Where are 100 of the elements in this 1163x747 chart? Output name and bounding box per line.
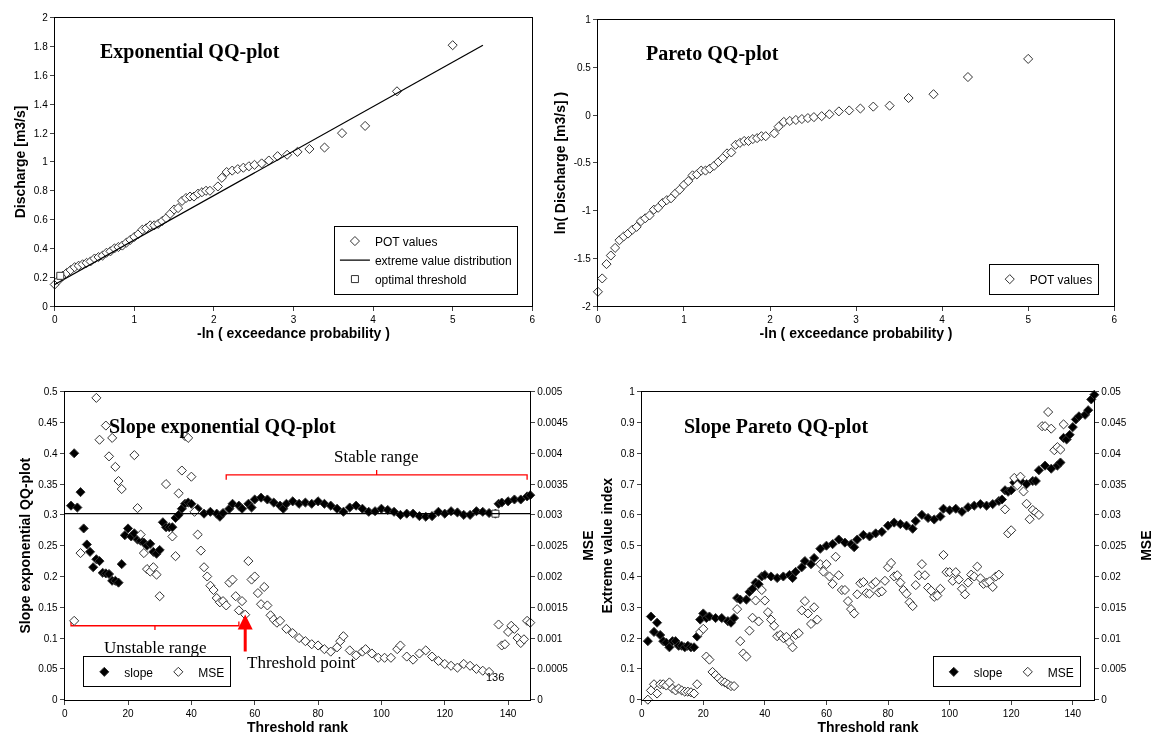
point bbox=[319, 142, 330, 153]
annotation: Stable range bbox=[334, 447, 419, 466]
y-axis-title: Extreme value index bbox=[599, 477, 616, 614]
x-tick-label: 40 bbox=[759, 707, 771, 719]
y2-tick-label: 0.0035 bbox=[537, 478, 569, 490]
point bbox=[1023, 53, 1034, 64]
point bbox=[173, 203, 184, 214]
y2-tick-label: 0.04 bbox=[1101, 447, 1122, 459]
y-axis-title: Slope exponential QQ-plot bbox=[16, 457, 33, 634]
x-tick-label: 60 bbox=[249, 707, 261, 719]
point bbox=[674, 184, 685, 195]
y-tick-label: 0.25 bbox=[38, 540, 59, 552]
point bbox=[773, 121, 784, 132]
point bbox=[726, 147, 737, 158]
y-tick-label: 0 bbox=[629, 694, 636, 706]
point bbox=[868, 101, 879, 112]
x-tick-label: 2 bbox=[211, 314, 218, 326]
x-tick-label: 40 bbox=[185, 707, 198, 719]
y2-tick-label: 0.0005 bbox=[537, 663, 569, 675]
x-tick-label: 6 bbox=[529, 314, 536, 326]
y2-tick-label: 0.005 bbox=[537, 386, 563, 398]
point bbox=[304, 143, 315, 155]
y-tick-label: 0.1 bbox=[620, 663, 636, 675]
y-tick-label: 0.5 bbox=[577, 62, 592, 73]
point bbox=[360, 120, 371, 131]
point bbox=[605, 250, 616, 261]
y-tick-label: 0.4 bbox=[43, 447, 59, 459]
point bbox=[884, 100, 895, 111]
y-tick-label: 0 bbox=[585, 109, 592, 121]
y-tick-label: 0.45 bbox=[38, 417, 59, 428]
y2-tick-label: 0.005 bbox=[1101, 663, 1127, 675]
y-tick-label: 0 bbox=[42, 300, 49, 312]
legend-label: MSE bbox=[198, 665, 225, 680]
x-axis-title: Threshold rank bbox=[246, 718, 349, 735]
y-tick-label: -1 bbox=[582, 205, 592, 217]
y2-tick-label: 0.003 bbox=[537, 509, 563, 521]
y-tick-label: 0.1 bbox=[43, 632, 59, 644]
point bbox=[808, 112, 819, 123]
annotation: Unstable range bbox=[104, 638, 207, 657]
x-axis-title: -ln ( exceedance probability ) bbox=[759, 325, 953, 342]
y-tick-label: 0.15 bbox=[38, 601, 59, 613]
y-tick-label: 1.8 bbox=[33, 41, 49, 53]
x-tick-label: 5 bbox=[1025, 314, 1032, 326]
x-tick-label: 3 bbox=[853, 314, 860, 326]
point bbox=[928, 89, 939, 100]
point bbox=[597, 273, 608, 284]
y-tick-label: 0.2 bbox=[620, 632, 636, 644]
point bbox=[256, 158, 267, 169]
x-tick-label: 0 bbox=[61, 707, 68, 719]
point bbox=[610, 242, 621, 253]
x-tick-label: 1 bbox=[681, 314, 688, 326]
point bbox=[644, 210, 655, 221]
y-tick-label: 1.4 bbox=[33, 98, 49, 110]
y-tick-label: 0.2 bbox=[43, 570, 59, 582]
y-tick-label: 0.9 bbox=[620, 417, 636, 428]
y2-tick-label: 0 bbox=[537, 694, 544, 706]
y-axis-title: Discharge [m3/s] bbox=[12, 105, 29, 219]
y-tick-label: 0.8 bbox=[33, 185, 49, 197]
y2-tick-label: 0.01 bbox=[1101, 632, 1122, 644]
legend-label: slope bbox=[124, 665, 154, 680]
y2-tick-label: 0.03 bbox=[1101, 509, 1122, 521]
y-axis-title: ln( Discharge [m3/s] ) bbox=[552, 91, 569, 235]
text: Exponential QQ-plot bbox=[100, 40, 280, 63]
y-tick-label: 1 bbox=[585, 14, 592, 26]
y-tick-label: 1 bbox=[42, 156, 49, 168]
y2-tick-label: 0 bbox=[1101, 694, 1108, 706]
point bbox=[631, 221, 642, 232]
y2-tick-label: 0.035 bbox=[1101, 478, 1127, 490]
point bbox=[666, 193, 677, 204]
y2-tick-label: 0.015 bbox=[1101, 601, 1127, 613]
y-tick-label: 0.2 bbox=[33, 271, 49, 283]
point bbox=[903, 92, 914, 104]
y-tick-label: 2 bbox=[42, 12, 49, 24]
point bbox=[216, 172, 227, 183]
annotation: Threshold point bbox=[247, 653, 356, 672]
point bbox=[816, 111, 827, 122]
y-tick-label: 1.2 bbox=[33, 127, 49, 139]
y2-tick-label: 0.004 bbox=[537, 447, 563, 459]
y-tick-label: 1 bbox=[629, 386, 636, 398]
y2-tick-label: 0.05 bbox=[1101, 386, 1122, 398]
point bbox=[601, 259, 612, 270]
annotation: 136 bbox=[486, 671, 505, 683]
x-tick-label: 4 bbox=[939, 314, 946, 326]
y-tick-label: 1.6 bbox=[33, 69, 49, 81]
text: Pareto QQ-plot bbox=[646, 42, 779, 65]
x-tick-label: 100 bbox=[941, 707, 959, 719]
point bbox=[272, 151, 283, 162]
y2-tick-label: 0.001 bbox=[537, 632, 563, 644]
point bbox=[760, 131, 771, 142]
y-tick-label: 0.5 bbox=[43, 386, 59, 398]
point bbox=[212, 181, 223, 192]
legend-label: slope bbox=[973, 665, 1003, 680]
y-tick-label: -2 bbox=[582, 300, 592, 312]
point bbox=[263, 155, 274, 166]
x-axis-title: -ln ( exceedance probability ) bbox=[197, 325, 390, 342]
x-tick-label: 6 bbox=[1111, 314, 1118, 326]
y2-tick-label: 0.0025 bbox=[537, 540, 569, 552]
y-tick-label: 0.3 bbox=[620, 601, 636, 613]
x-tick-label: 2 bbox=[767, 314, 774, 326]
point bbox=[336, 128, 348, 139]
